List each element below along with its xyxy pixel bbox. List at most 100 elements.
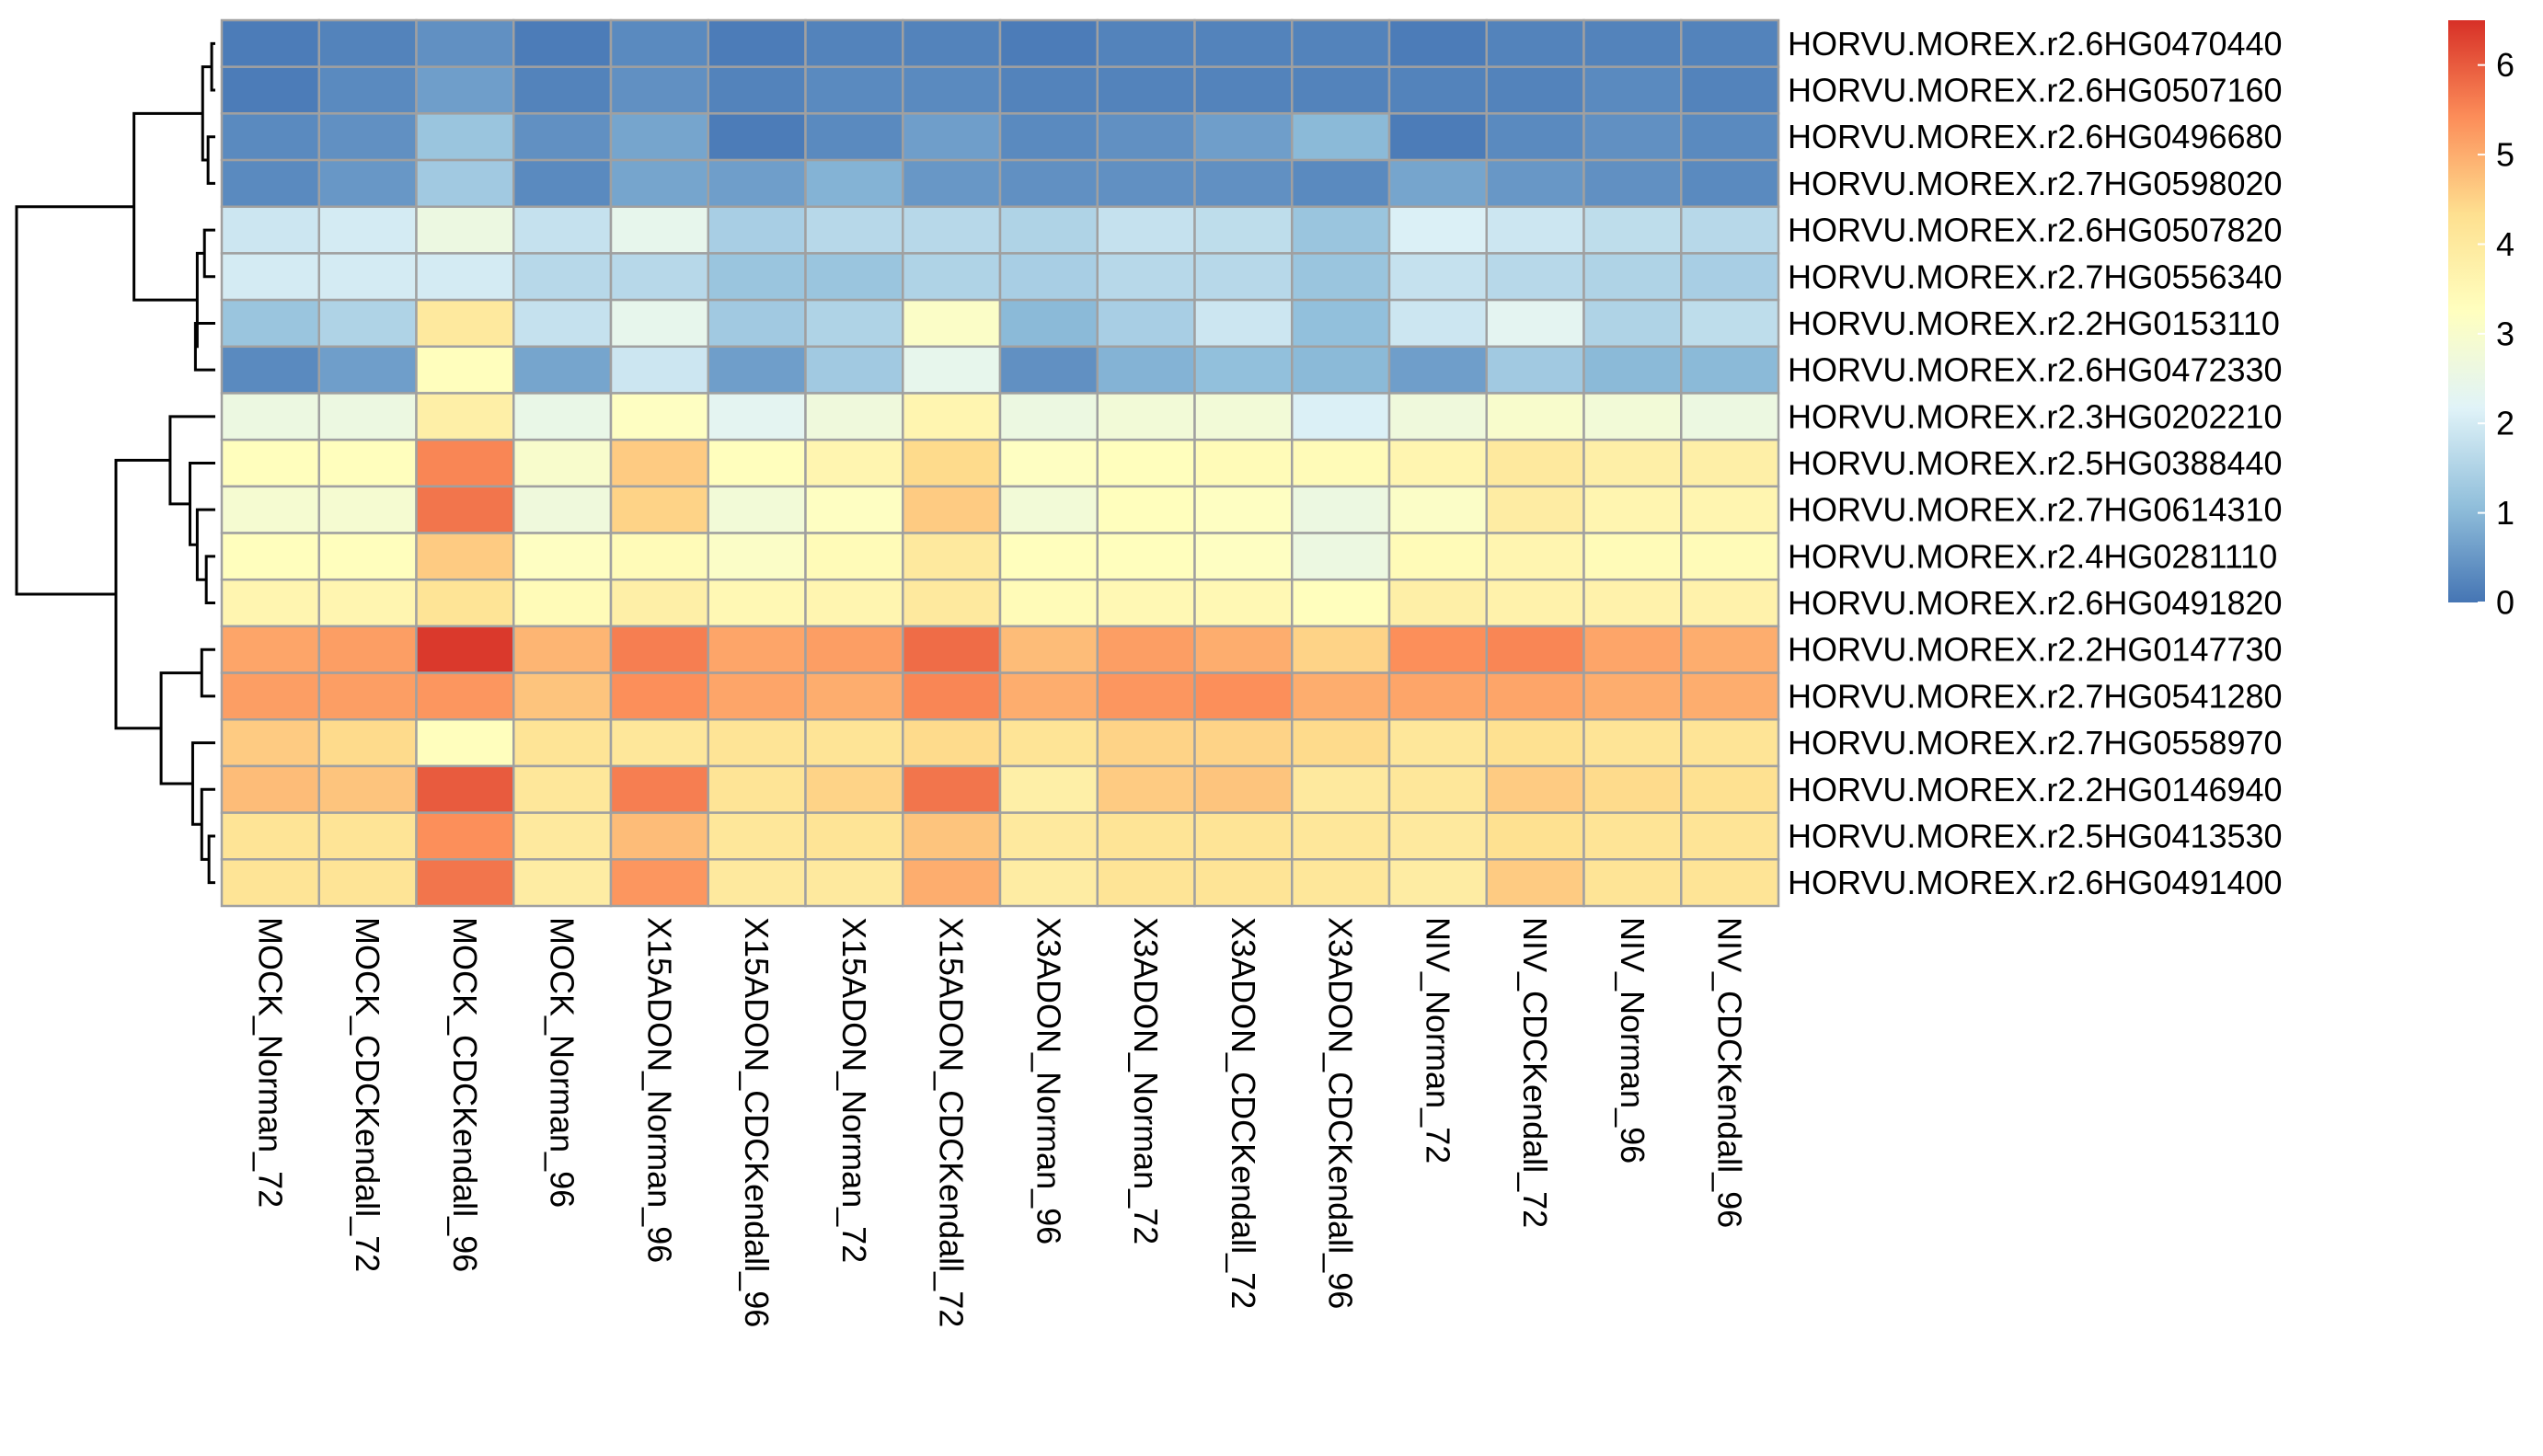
heatmap-cell (1387, 345, 1488, 395)
heatmap-cell (1582, 485, 1683, 534)
heatmap-cell (512, 205, 613, 255)
heatmap-cell (804, 112, 904, 162)
heatmap-cell (317, 532, 418, 581)
heatmap-cell (804, 252, 904, 302)
row-label: HORVU.MOREX.r2.7HG0614310 (1788, 491, 2283, 529)
heatmap-cell (512, 578, 613, 628)
heatmap-cell (804, 532, 904, 581)
heatmap-cell (609, 718, 709, 768)
heatmap-cell (1096, 112, 1196, 162)
dendrogram-branch (206, 135, 215, 185)
heatmap-cell (902, 65, 1002, 115)
heatmap-cell (1485, 65, 1585, 115)
legend-tick-label: 3 (2496, 315, 2514, 352)
heatmap-cell (1096, 625, 1196, 674)
column-label: MOCK_Norman_72 (251, 917, 289, 1208)
heatmap-cell (512, 158, 613, 208)
heatmap-cell (415, 298, 515, 349)
heatmap-cell (707, 18, 807, 68)
heatmap-cell (902, 112, 1002, 162)
row-label: HORVU.MOREX.r2.2HG0146940 (1788, 771, 2283, 808)
heatmap-cell (1485, 811, 1585, 861)
column-label: X3ADON_CDCKendall_72 (1225, 917, 1262, 1309)
heatmap-cell (317, 438, 418, 488)
heatmap-cell (1291, 158, 1391, 208)
heatmap-cell (1582, 578, 1683, 628)
heatmap-cell (317, 671, 418, 721)
heatmap-cell (1193, 298, 1294, 349)
row-label: HORVU.MOREX.r2.3HG0202210 (1788, 397, 2283, 435)
heatmap-cell (804, 205, 904, 255)
heatmap-cell (220, 811, 320, 861)
heatmap-cell (804, 578, 904, 628)
heatmap-cell (998, 625, 1099, 674)
heatmap-cell (317, 392, 418, 441)
heatmap-cell (1485, 158, 1585, 208)
heatmap-cell (902, 252, 1002, 302)
heatmap-cells (220, 18, 1780, 908)
color-legend: 0 1 2 3 4 5 6 (2448, 20, 2514, 622)
heatmap-cell (1582, 65, 1683, 115)
heatmap-cell (1291, 65, 1391, 115)
heatmap-cell (804, 858, 904, 908)
heatmap-cell (415, 392, 515, 441)
heatmap-cell (707, 158, 807, 208)
heatmap-cell (1485, 858, 1585, 908)
heatmap-cell (512, 438, 613, 488)
column-label: MOCK_CDCKendall_72 (349, 917, 386, 1272)
heatmap-cell (1387, 252, 1488, 302)
column-label: X15ADON_CDCKendall_96 (738, 917, 776, 1327)
row-label: HORVU.MOREX.r2.7HG0556340 (1788, 258, 2283, 295)
heatmap-cell (512, 485, 613, 534)
heatmap-cell (1485, 718, 1585, 768)
heatmap-cell (220, 345, 320, 395)
heatmap-cell (998, 718, 1099, 768)
heatmap-cell (512, 18, 613, 68)
heatmap-cell (1096, 858, 1196, 908)
dendrogram-branch (200, 648, 215, 698)
heatmap-cell (512, 718, 613, 768)
heatmap-cell (998, 392, 1099, 441)
dendrogram-branch (132, 111, 203, 302)
heatmap-cell (998, 65, 1099, 115)
heatmap-cell (707, 625, 807, 674)
row-label: HORVU.MOREX.r2.6HG0491400 (1788, 864, 2283, 901)
heatmap-cell (1096, 485, 1196, 534)
heatmap-cell (1096, 65, 1196, 115)
heatmap-cell (804, 764, 904, 814)
heatmap-cell (1291, 205, 1391, 255)
heatmap-cell (1387, 532, 1488, 581)
heatmap-cell (1485, 625, 1585, 674)
heatmap-cell (1680, 158, 1780, 208)
heatmap-cell (609, 625, 709, 674)
row-label: HORVU.MOREX.r2.6HG0470440 (1788, 25, 2283, 63)
heatmap-cell (1387, 718, 1488, 768)
heatmap-cell (707, 205, 807, 255)
heatmap-cell (609, 671, 709, 721)
row-label: HORVU.MOREX.r2.6HG0491820 (1788, 584, 2283, 622)
legend-tick-label: 5 (2496, 136, 2514, 174)
heatmap-cell (220, 625, 320, 674)
heatmap-cell (707, 764, 807, 814)
column-label: MOCK_Norman_96 (544, 917, 581, 1208)
heatmap-cell (902, 764, 1002, 814)
heatmap-cell (998, 252, 1099, 302)
heatmap-cell (1485, 298, 1585, 349)
dendrogram-branch (168, 415, 215, 506)
heatmap-cell (220, 65, 320, 115)
heatmap-cell (1680, 18, 1780, 68)
heatmap-cell (1193, 345, 1294, 395)
heatmap-cell (1291, 718, 1391, 768)
heatmap-cell (220, 392, 320, 441)
heatmap-cell (609, 252, 709, 302)
heatmap-cell (902, 485, 1002, 534)
heatmap-cell (1096, 811, 1196, 861)
heatmap-cell (707, 578, 807, 628)
heatmap-cell (317, 858, 418, 908)
column-label: X3ADON_Norman_96 (1030, 917, 1067, 1244)
heatmap-cell (1582, 764, 1683, 814)
heatmap-cell (512, 252, 613, 302)
heatmap-cell (1582, 345, 1683, 395)
heatmap-cell (609, 392, 709, 441)
dendrogram-branch (200, 787, 215, 861)
